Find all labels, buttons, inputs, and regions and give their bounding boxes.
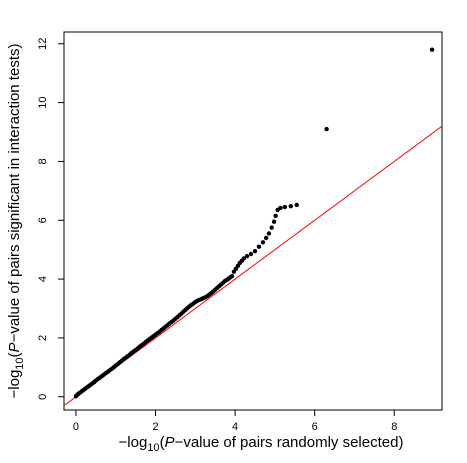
data-point [252,248,258,254]
x-tick-label: 2 [152,421,158,433]
data-point [278,205,283,211]
x-axis-title-italic: P [165,434,175,451]
x-axis-title-prefix: −log [119,434,148,451]
x-axis-title-subscript: 10 [147,442,159,454]
data-point [244,253,250,259]
svg-text:−log10(P−value of pairs signif: −log10(P−value of pairs significant in i… [6,44,26,399]
y-axis-title-open: ( [6,352,23,357]
data-point [241,256,247,261]
y-axis-title: −log10(P−value of pairs significant in i… [6,44,26,399]
data-point [282,204,288,210]
y-tick-label: 6 [37,217,49,223]
data-point [248,251,254,257]
x-tick-label: 6 [312,421,318,433]
x-tick-label: 4 [232,421,238,433]
x-axis-title-open: ( [160,434,165,451]
x-axis-title: −log10(P−value of pairs randomly selecte… [119,434,404,454]
x-tick-label: 0 [73,421,79,433]
y-tick-label: 4 [37,276,49,282]
y-axis-title-italic: P [6,342,23,352]
data-point [269,225,274,230]
y-tick-label: 8 [37,158,49,164]
plot-frame [63,31,443,411]
y-tick-label: 12 [37,38,49,50]
data-point [266,231,272,236]
y-axis-title-prefix: −log [6,370,23,399]
y-tick-label: 10 [37,96,49,108]
data-point [271,219,277,224]
data-point [429,47,435,52]
points-layer [73,47,435,399]
data-point [256,244,262,249]
axes-ticks: 0 2 4 6 8 0 2 4 6 8 10 12 [37,38,397,433]
data-point [229,273,235,279]
data-point [294,202,299,208]
data-point [263,235,269,241]
y-axis-title-subscript: 10 [14,357,26,369]
data-point [273,213,278,219]
data-point [324,126,329,132]
x-tick-label: 8 [391,421,397,433]
y-tick-label: 2 [37,335,49,341]
y-tick-label: 0 [37,394,49,400]
x-axis-title-rest: −value of pairs randomly selected) [175,434,404,451]
y-axis-title-rest: −value of pairs significant in interacti… [6,44,23,343]
data-point [288,203,293,209]
svg-text:−log10(P−value of pairs random: −log10(P−value of pairs randomly selecte… [119,434,404,454]
data-point [260,240,266,245]
